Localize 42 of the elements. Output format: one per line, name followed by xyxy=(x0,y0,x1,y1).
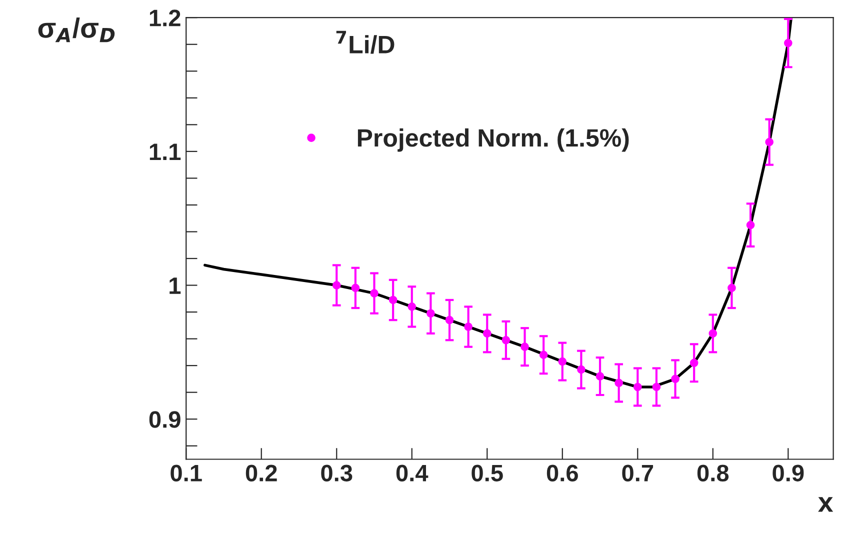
x-tick-label: 0.9 xyxy=(772,464,804,482)
point xyxy=(558,357,567,366)
x-tick-label: 0.1 xyxy=(170,464,202,482)
x-tick-label: 0.5 xyxy=(472,464,503,482)
point xyxy=(614,378,623,388)
annotation: $^{7}$Li/D xyxy=(336,30,394,54)
x-tick-label: 0.2 xyxy=(246,464,277,482)
point xyxy=(388,296,398,304)
point xyxy=(746,220,755,230)
y-tick-label: 1.1 xyxy=(150,144,181,160)
point xyxy=(765,138,774,146)
legend-label: Projected Norm. (1.5%) xyxy=(358,128,629,152)
point xyxy=(370,289,378,298)
point xyxy=(520,342,529,351)
point xyxy=(426,309,435,318)
point xyxy=(577,365,586,374)
point xyxy=(690,358,698,368)
point xyxy=(652,382,661,392)
point xyxy=(633,382,642,392)
y-axis-title: σ$_{A}$/σ$_{D}$ xyxy=(38,17,115,42)
y-tick-label: 1.2 xyxy=(150,10,180,26)
point xyxy=(539,350,548,360)
point xyxy=(671,374,680,384)
point xyxy=(502,336,510,344)
y-tick-label: 1 xyxy=(170,278,181,294)
point xyxy=(708,329,718,338)
x-tick-label: 0.7 xyxy=(622,464,654,482)
y-tick-label: 0.9 xyxy=(149,411,180,428)
point xyxy=(784,38,792,48)
x-tick-label: 0.3 xyxy=(321,464,352,482)
point xyxy=(445,316,454,324)
point xyxy=(332,281,341,290)
x-tick-label: 0.4 xyxy=(396,464,428,482)
x-tick-label: 0.6 xyxy=(546,464,578,482)
x-tick-label: 0.8 xyxy=(697,464,729,482)
point xyxy=(464,322,472,331)
point xyxy=(596,372,604,380)
point xyxy=(728,284,736,292)
point xyxy=(482,329,492,338)
point xyxy=(351,284,360,292)
point xyxy=(408,302,416,311)
x-axis-title: x xyxy=(818,497,834,512)
